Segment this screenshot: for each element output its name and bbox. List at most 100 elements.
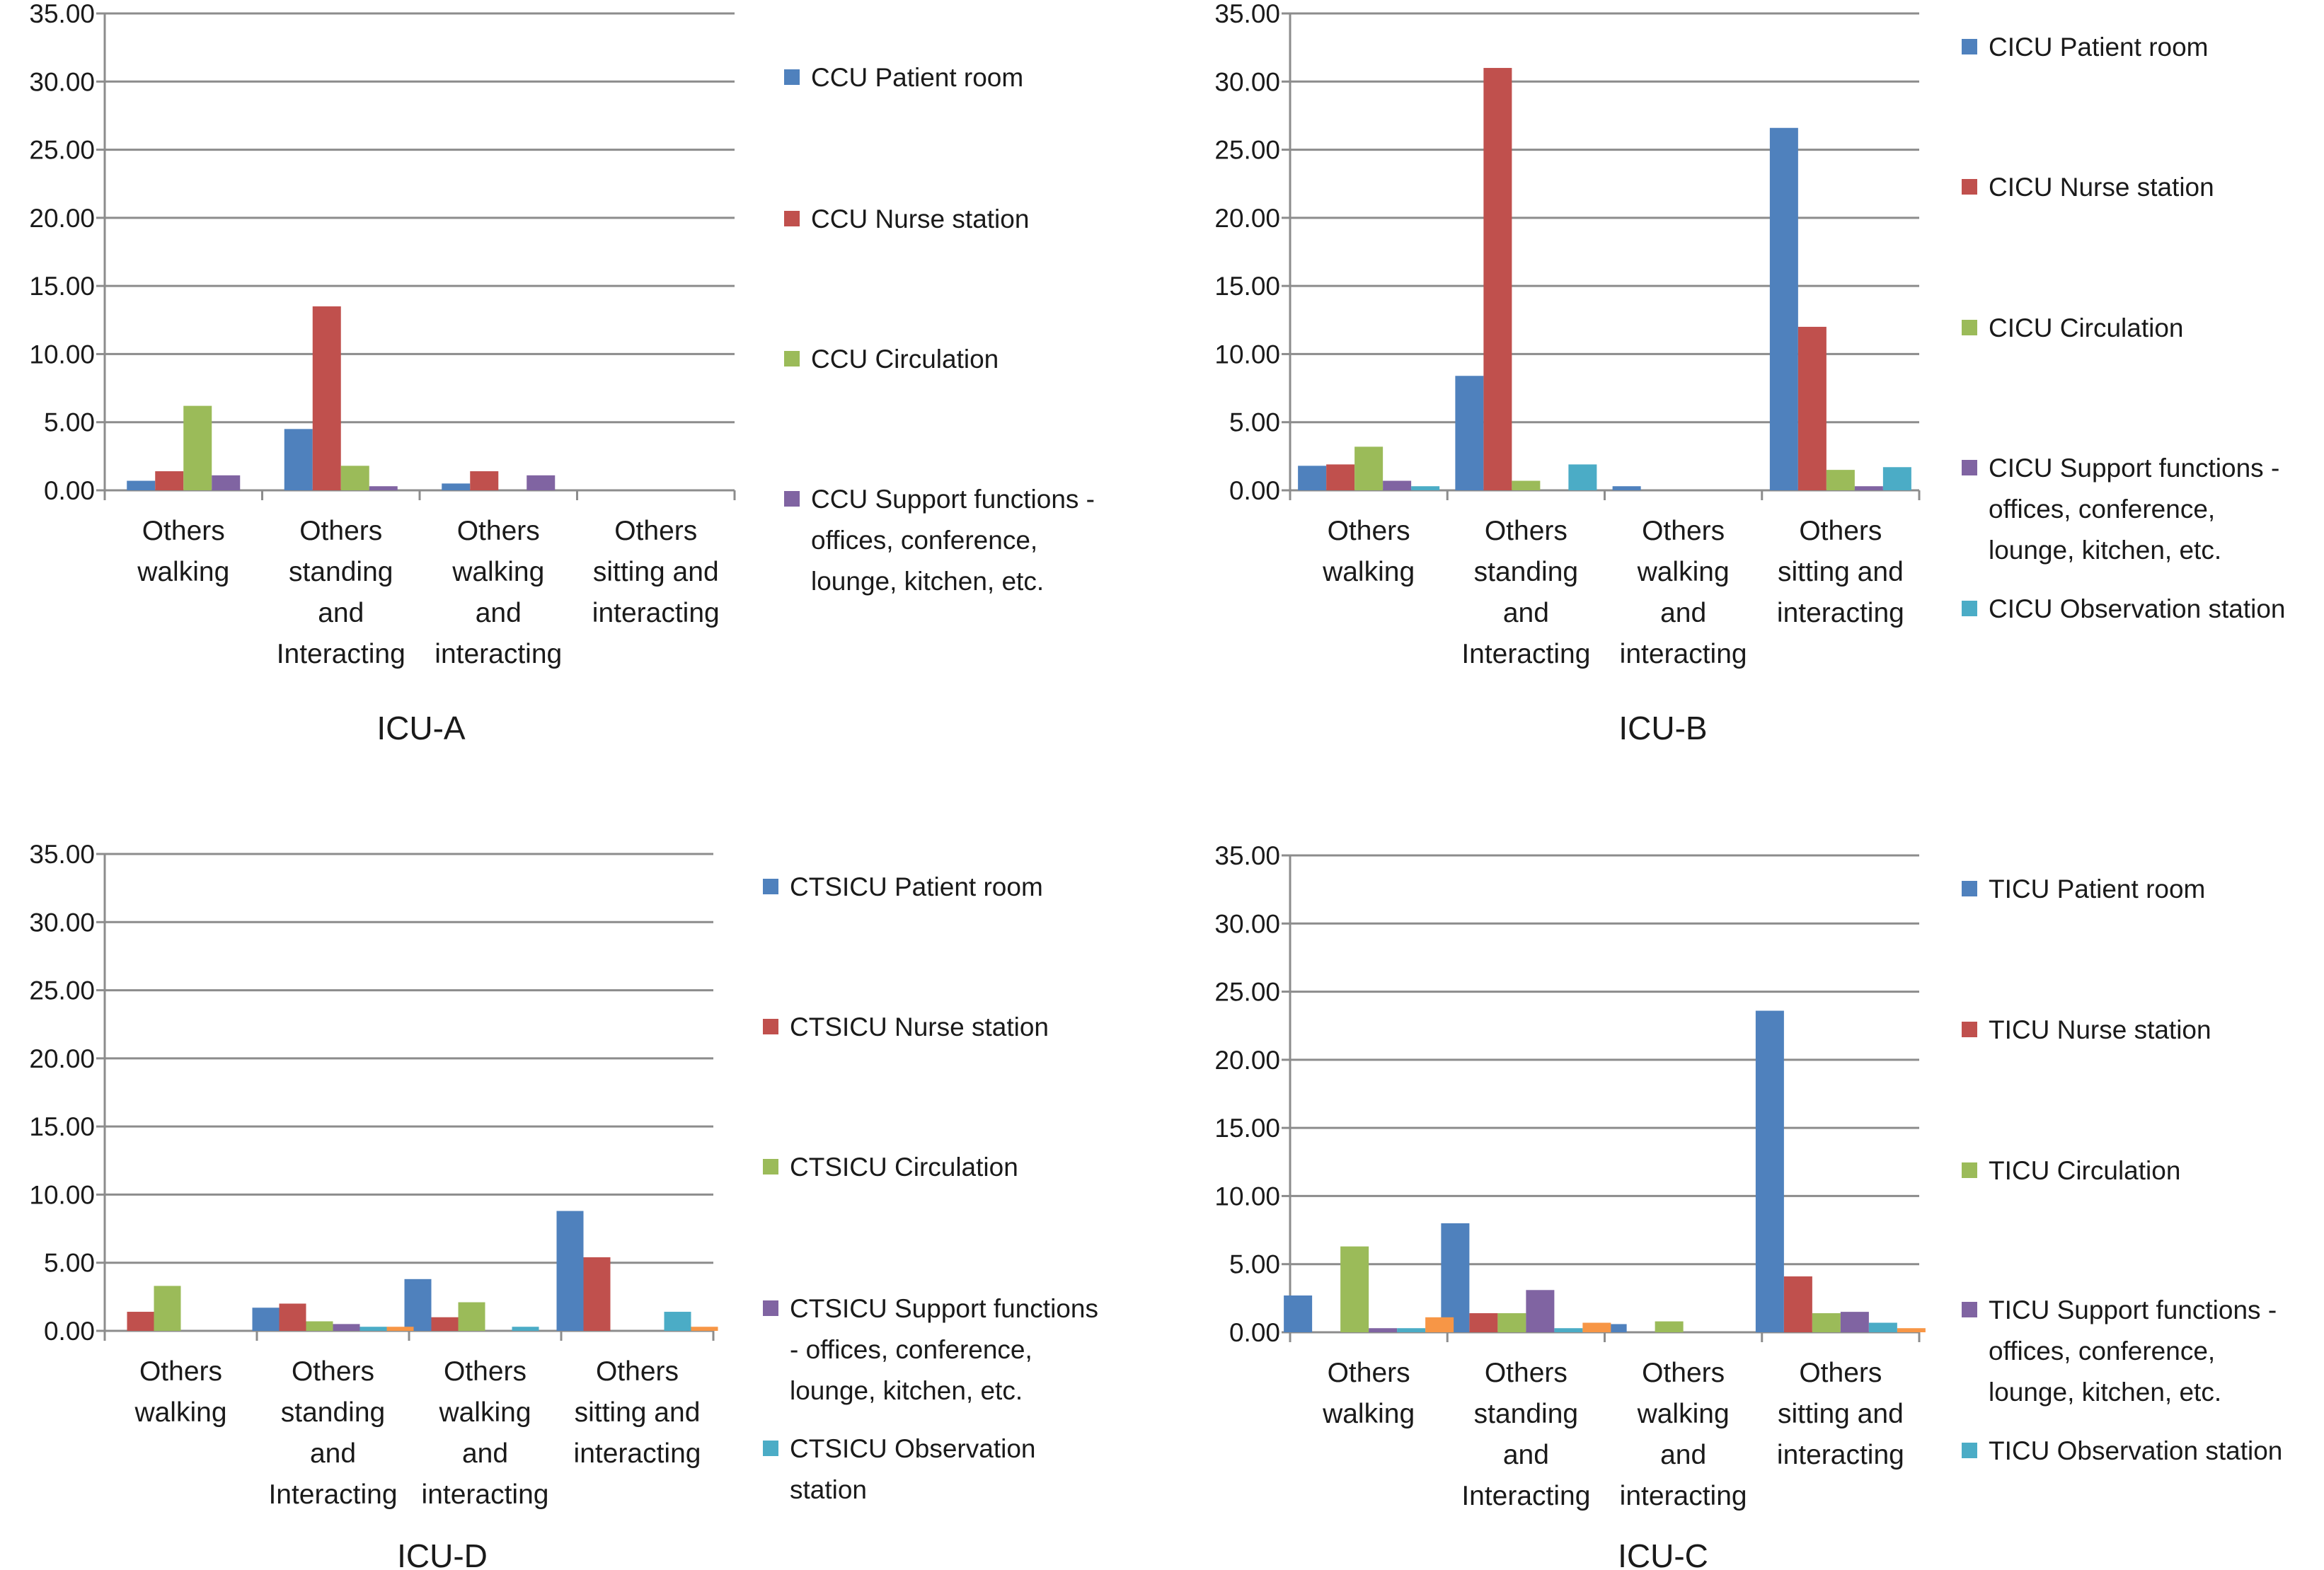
x-category-label: and [1660,1440,1706,1470]
y-tick-label: 25.00 [29,976,95,1005]
legend-item: TICU Nurse station [1962,1015,2211,1044]
legend-swatch [1962,1443,1977,1458]
bar-cicu-observation-station [1568,464,1597,490]
bar-ccu-support-functions-offices-conference-lounge-kitchen-etc [369,486,398,490]
bar-ticu-patient-room [1598,1324,1627,1332]
x-category-label: walking [451,557,544,587]
legend-item: CICU Circulation [1962,313,2184,342]
bar-series-6 [1582,1322,1611,1332]
x-category-label: Interacting [268,1479,397,1510]
bar-ticu-observation-station [1554,1328,1583,1332]
x-category-label: interacting [422,1479,549,1510]
chart-panel-icu-c: 0.00 5.00 10.00 15.00 20.00 25.00 30.00 35.00 Ot… [1214,841,2282,1570]
legend-item: CICU Nurse station [1962,173,2214,202]
y-tick-label: 10.00 [1214,340,1280,369]
legend-swatch [763,879,778,894]
x-category-label: walking [1637,557,1730,587]
legend-label: offices, conference, [811,526,1037,555]
bar-series-6 [691,1327,718,1331]
x-category-label: Others [457,516,540,546]
x-category-label: Others [139,1356,222,1387]
x-category-label: Others [1799,516,1882,546]
bar-ccu-support-functions-offices-conference-lounge-kitchen-etc [527,475,556,490]
bar-ctsicu-nurse-station [431,1317,459,1331]
y-tick-label: 15.00 [29,1112,95,1141]
bar-ccu-patient-room [442,483,471,490]
x-category-label: Others [1485,1358,1567,1388]
y-tick-label: 25.00 [29,136,95,165]
bar-ticu-observation-station [1868,1322,1897,1332]
legend-label: CTSICU Circulation [790,1153,1018,1182]
x-category-label: walking [1322,557,1415,587]
chart-title: ICU-C [1618,1537,1708,1570]
legend-label: - offices, conference, [790,1335,1032,1364]
legend-item: TICU Observation station [1962,1436,2282,1465]
legend-item: TICU Patient room [1962,875,2205,904]
bar-cicu-support-functions-offices-conference-lounge-kitchen-etc [1854,486,1883,490]
y-tick-label: 25.00 [1214,978,1280,1007]
legend-swatch [1962,1302,1977,1317]
y-tick-label: 20.00 [1214,204,1280,233]
x-category-label: and [1503,1440,1549,1470]
bar-series-6 [1897,1328,1926,1332]
legend-item: CCU Nurse station [784,204,1029,233]
bar-ticu-support-functions-offices-conference-lounge-kitchen-etc [1369,1328,1398,1332]
bar-ccu-nurse-station [470,471,499,490]
x-category-label: Others [1799,1358,1882,1388]
legend-swatch [1962,179,1977,195]
legend-label: station [790,1475,867,1504]
legend-swatch [1962,601,1977,616]
bar-ticu-patient-room [1441,1223,1470,1332]
x-category-label: sitting and [1778,1399,1904,1429]
y-tick-label: 0.00 [1229,476,1280,505]
x-category-label: Others [1328,516,1410,546]
y-tick-label: 15.00 [1214,272,1280,301]
x-category-label: standing [1474,1399,1578,1429]
legend-swatch [763,1019,778,1034]
legend-label: CTSICU Patient room [790,872,1043,901]
x-category-label: standing [281,1397,385,1428]
bar-ticu-support-functions-offices-conference-lounge-kitchen-etc [1840,1312,1869,1332]
bar-cicu-patient-room [1612,486,1641,490]
x-category-label: Others [299,516,382,546]
y-tick-label: 5.00 [44,408,95,437]
bar-ctsicu-patient-room [556,1211,584,1331]
x-category-label: Others [1642,516,1725,546]
bar-cicu-observation-station [1882,467,1911,490]
legend-label: lounge, kitchen, etc. [1989,536,2221,565]
legend-label: CICU Patient room [1989,33,2209,62]
bar-cicu-patient-room [1298,466,1327,490]
legend-swatch [784,351,800,366]
y-tick-label: 10.00 [29,340,95,369]
bar-ccu-support-functions-offices-conference-lounge-kitchen-etc [212,475,241,490]
legend-swatch [784,69,800,85]
legend-swatch [784,491,800,507]
y-tick-label: 5.00 [1229,1250,1280,1279]
legend-label: CTSICU Observation [790,1434,1036,1463]
legend-item: CTSICU Nurse station [763,1012,1049,1041]
y-tick-label: 5.00 [44,1249,95,1278]
x-category-label: walking [134,1397,226,1428]
y-tick-label: 30.00 [1214,909,1280,938]
x-category-label: Others [142,516,225,546]
legend-swatch [763,1441,778,1456]
bar-cicu-circulation [1354,446,1384,490]
x-category-label: Others [596,1356,679,1387]
y-tick-label: 25.00 [1214,136,1280,165]
legend-label: CICU Support functions - [1989,454,2279,483]
bar-ctsicu-patient-room [252,1308,280,1331]
x-category-label: Interacting [277,639,405,669]
y-tick-label: 20.00 [29,204,95,233]
bar-ctsicu-nurse-station [279,1303,306,1331]
x-category-label: interacting [592,598,720,628]
bar-ticu-circulation [1340,1246,1369,1332]
y-tick-label: 35.00 [1214,841,1280,870]
x-category-label: interacting [574,1438,701,1469]
y-tick-label: 15.00 [1214,1114,1280,1143]
bar-ticu-circulation [1497,1313,1526,1332]
legend-swatch [1962,1022,1977,1037]
legend-swatch [1962,881,1977,896]
x-category-label: walking [438,1397,531,1428]
chart-title: ICU-B [1618,710,1707,746]
bar-ticu-support-functions-offices-conference-lounge-kitchen-etc [1526,1290,1555,1332]
